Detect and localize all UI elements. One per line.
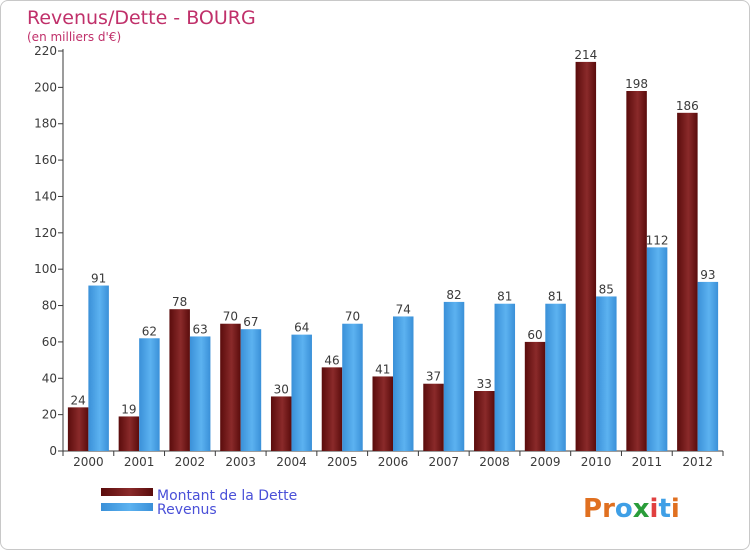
data-label-debt-2007: 37: [426, 370, 441, 384]
y-tick-label: 100: [34, 262, 57, 276]
logo-letter: i: [650, 494, 659, 524]
bar-debt-2010: [575, 61, 597, 452]
x-tick-label: 2012: [682, 455, 713, 469]
axes: 0 20 40 60 80 100 120 140 160 180 200 220 2000 2001 20…: [34, 44, 724, 469]
data-label-debt-2012: 186: [676, 99, 699, 113]
bar-revenus-2003: [240, 329, 262, 451]
y-tick-label: 180: [34, 117, 57, 131]
bar-revenus-2008: [494, 303, 516, 451]
data-label-debt-2003: 70: [223, 310, 238, 324]
logo-letter: i: [671, 494, 680, 524]
data-label-revenus-2003: 67: [243, 315, 258, 329]
y-tick-label: 20: [42, 408, 57, 422]
data-label-revenus-2009: 81: [548, 290, 563, 304]
bar-revenus-2001: [139, 338, 160, 451]
bar-revenus-2002: [189, 336, 211, 451]
legend-swatch-debt: [101, 488, 153, 496]
data-label-debt-2000: 24: [70, 393, 85, 407]
x-tick-label: 2011: [632, 455, 663, 469]
x-tick-label: 2000: [73, 455, 104, 469]
bar-debt-2004: [270, 396, 292, 451]
logo-letter: o: [615, 494, 633, 524]
bar-debt-2002: [169, 309, 190, 451]
logo-letter: P: [583, 494, 602, 524]
bar-debt-2011: [626, 91, 647, 451]
data-label-revenus-2011: 112: [646, 233, 669, 247]
data-label-revenus-2010: 85: [599, 282, 614, 296]
bar-revenus-2009: [545, 303, 566, 451]
data-label-revenus-2006: 74: [396, 302, 411, 316]
bar-debt-2012: [677, 112, 698, 452]
bar-revenus-2000: [88, 285, 109, 451]
x-tick-label: 2005: [327, 455, 358, 469]
bar-debt-2001: [118, 416, 140, 451]
data-label-revenus-2004: 64: [294, 321, 309, 335]
data-label-debt-2010: 214: [574, 48, 597, 62]
x-tick-label: 2009: [530, 455, 561, 469]
data-label-revenus-2012: 93: [700, 268, 715, 282]
chart-title: Revenus/Dette - BOURG: [27, 7, 256, 29]
y-tick-label: 160: [34, 153, 57, 167]
x-tick-label: 2001: [124, 455, 155, 469]
bar-revenus-2011: [646, 247, 668, 451]
bars: [67, 61, 719, 452]
y-tick-label: 220: [34, 44, 57, 58]
x-tick-label: 2006: [378, 455, 409, 469]
data-label-debt-2001: 19: [121, 402, 136, 416]
data-label-revenus-2005: 70: [345, 310, 360, 324]
data-label-debt-2005: 46: [324, 353, 339, 367]
data-label-revenus-2008: 81: [497, 290, 512, 304]
data-label-revenus-2007: 82: [446, 288, 461, 302]
chart-subtitle: (en milliers d'€): [27, 30, 121, 44]
logo-letter: x: [633, 494, 650, 524]
data-label-debt-2002: 78: [172, 295, 187, 309]
legend: Montant de la Dette Revenus: [101, 488, 297, 518]
y-tick-label: 0: [49, 444, 57, 458]
bar-revenus-2004: [291, 334, 312, 451]
y-tick-label: 80: [42, 299, 57, 313]
bar-debt-2007: [423, 383, 444, 451]
legend-swatch-revenus: [101, 503, 153, 511]
x-tick-label: 2007: [428, 455, 459, 469]
data-label-revenus-2000: 91: [91, 272, 106, 286]
data-label-debt-2011: 198: [625, 77, 648, 91]
y-tick-label: 120: [34, 226, 57, 240]
logo-letter: t: [658, 494, 670, 524]
data-label-debt-2004: 30: [274, 382, 289, 396]
y-tick-label: 140: [34, 189, 57, 203]
bar-debt-2005: [321, 367, 343, 451]
bar-revenus-2007: [443, 301, 465, 451]
proxiti-logo: Proxiti: [583, 494, 680, 524]
bar-revenus-2005: [342, 323, 363, 451]
data-label-debt-2008: 33: [477, 377, 492, 391]
y-tick-label: 60: [42, 335, 57, 349]
bar-revenus-2006: [393, 316, 414, 451]
bar-debt-2008: [474, 391, 495, 451]
bar-debt-2006: [372, 376, 393, 451]
logo-letter: r: [602, 494, 615, 524]
y-tick-label: 40: [42, 371, 57, 385]
bar-revenus-2012: [697, 281, 719, 451]
legend-label-debt: Montant de la Dette: [157, 488, 297, 504]
bar-debt-2000: [67, 407, 89, 451]
x-tick-label: 2004: [276, 455, 307, 469]
x-tick-label: 2010: [581, 455, 612, 469]
data-label-revenus-2002: 63: [193, 322, 208, 336]
x-tick-label: 2003: [225, 455, 256, 469]
x-tick-label: 2002: [175, 455, 206, 469]
x-tick-label: 2008: [479, 455, 510, 469]
bar-debt-2009: [524, 341, 546, 451]
bar-revenus-2010: [596, 296, 617, 451]
data-labels: 24 19 78 70 30 46 41 37 33 60 214 198 186 91 62 63 67 64 7…: [70, 48, 715, 417]
data-label-debt-2009: 60: [527, 328, 542, 342]
data-label-debt-2006: 41: [375, 362, 390, 376]
data-label-revenus-2001: 62: [142, 324, 157, 338]
y-tick-label: 200: [34, 80, 57, 94]
bar-debt-2003: [220, 323, 241, 451]
legend-label-revenus: Revenus: [157, 502, 217, 518]
